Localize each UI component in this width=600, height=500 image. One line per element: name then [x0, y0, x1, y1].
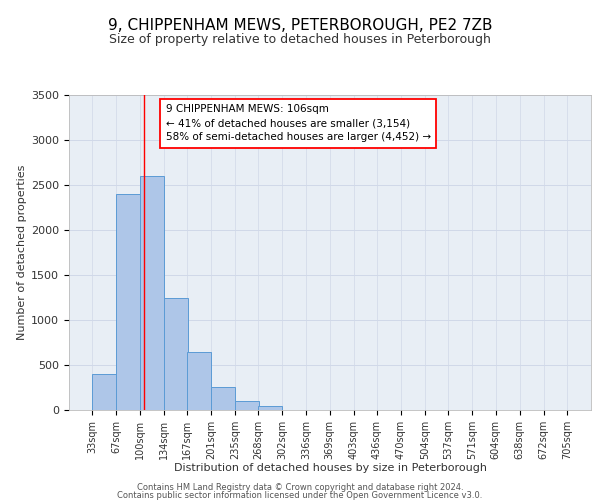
X-axis label: Distribution of detached houses by size in Peterborough: Distribution of detached houses by size … — [173, 464, 487, 473]
Text: Contains HM Land Registry data © Crown copyright and database right 2024.: Contains HM Land Registry data © Crown c… — [137, 483, 463, 492]
Text: Contains public sector information licensed under the Open Government Licence v3: Contains public sector information licen… — [118, 490, 482, 500]
Bar — [92, 374, 116, 410]
Bar — [235, 401, 259, 410]
Bar — [140, 176, 164, 410]
Bar — [116, 194, 140, 410]
Bar — [164, 298, 188, 410]
Text: 9 CHIPPENHAM MEWS: 106sqm
← 41% of detached houses are smaller (3,154)
58% of se: 9 CHIPPENHAM MEWS: 106sqm ← 41% of detac… — [166, 104, 431, 142]
Bar — [259, 406, 283, 410]
Text: 9, CHIPPENHAM MEWS, PETERBOROUGH, PE2 7ZB: 9, CHIPPENHAM MEWS, PETERBOROUGH, PE2 7Z… — [108, 18, 492, 32]
Y-axis label: Number of detached properties: Number of detached properties — [17, 165, 27, 340]
Bar — [211, 386, 235, 410]
Text: Size of property relative to detached houses in Peterborough: Size of property relative to detached ho… — [109, 32, 491, 46]
Bar — [187, 352, 211, 410]
